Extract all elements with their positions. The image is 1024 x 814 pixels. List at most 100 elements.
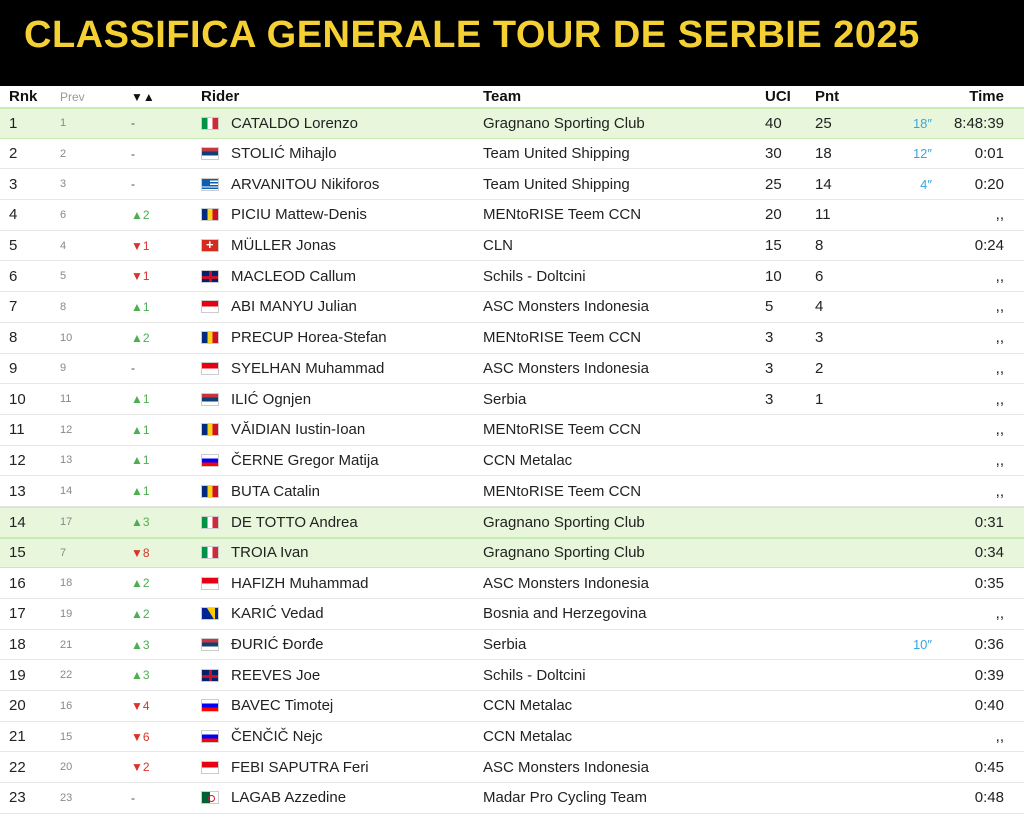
team-cell[interactable]: MENtoRISE Teem CCN bbox=[483, 329, 642, 347]
team-cell[interactable]: Madar Pro Cycling Team bbox=[483, 789, 647, 807]
rider-cell[interactable]: DE TOTTO Andrea bbox=[201, 508, 358, 537]
column-uci[interactable]: UCI bbox=[765, 88, 791, 105]
table-body: 1 1- CATALDO Lorenzo Gragnano Sporting Club… bbox=[0, 108, 1024, 814]
rider-cell[interactable]: ĐURIĆ Đorđe bbox=[201, 630, 324, 660]
rider-name[interactable]: CATALDO Lorenzo bbox=[231, 114, 358, 132]
table-row: 6 5 ▼1 MACLEOD Callum Schils - Doltcini 10 6,, bbox=[0, 261, 1024, 293]
team-cell[interactable]: CCN Metalac bbox=[483, 728, 573, 746]
rider-name[interactable]: HAFIZH Muhammad bbox=[231, 574, 369, 592]
rider-name[interactable]: ARVANITOU Nikiforos bbox=[231, 175, 380, 193]
slovenia-flag-icon bbox=[201, 453, 219, 467]
rider-cell[interactable]: HAFIZH Muhammad bbox=[201, 568, 369, 598]
bonus-seconds-cell: 10″ bbox=[912, 637, 932, 653]
team-cell[interactable]: CCN Metalac bbox=[483, 697, 573, 715]
column-rider[interactable]: Rider bbox=[201, 88, 240, 105]
rider-name[interactable]: ĐURIĆ Đorđe bbox=[231, 636, 324, 654]
rider-cell[interactable]: KARIĆ Vedad bbox=[201, 599, 324, 629]
rider-name[interactable]: MÜLLER Jonas bbox=[231, 237, 337, 255]
team-cell[interactable]: MENtoRISE Teem CCN bbox=[483, 482, 642, 500]
prev-rank-cell: 14 bbox=[60, 485, 73, 498]
rank-cell: 1 bbox=[9, 114, 18, 132]
rider-name[interactable]: ILIĆ Ognjen bbox=[231, 390, 312, 408]
team-cell[interactable]: CCN Metalac bbox=[483, 451, 573, 469]
time-cell: 0:31 bbox=[974, 513, 1004, 531]
rider-cell[interactable]: REEVES Joe bbox=[201, 660, 320, 690]
team-cell[interactable]: MENtoRISE Teem CCN bbox=[483, 421, 642, 439]
rider-name[interactable]: FEBI SAPUTRA Feri bbox=[231, 758, 369, 776]
prev-rank-cell: 11 bbox=[60, 393, 72, 406]
table-row: 5 4 ▼1 MÜLLER Jonas CLN 15 8 0:24 bbox=[0, 231, 1024, 262]
rider-cell[interactable]: SYELHAN Muhammad bbox=[201, 354, 384, 384]
team-cell[interactable]: Gragnano Sporting Club bbox=[483, 114, 645, 132]
uci-points-cell: 25 bbox=[765, 175, 782, 193]
rider-cell[interactable]: FEBI SAPUTRA Feri bbox=[201, 752, 369, 782]
team-cell[interactable]: Bosnia and Herzegovina bbox=[483, 605, 647, 623]
rider-name[interactable]: PRECUP Horea-Stefan bbox=[231, 329, 387, 347]
rider-name[interactable]: PICIU Mattew-Denis bbox=[231, 206, 367, 224]
rank-cell: 23 bbox=[9, 789, 26, 807]
points-cell: 25 bbox=[815, 114, 832, 132]
rider-cell[interactable]: PICIU Mattew-Denis bbox=[201, 200, 367, 230]
column-pnt[interactable]: Pnt bbox=[815, 88, 840, 105]
rider-name[interactable]: TROIA Ivan bbox=[231, 544, 309, 562]
column-change[interactable]: ▼▲ bbox=[131, 89, 155, 104]
team-cell[interactable]: Serbia bbox=[483, 390, 527, 408]
rider-name[interactable]: STOLIĆ Mihajlo bbox=[231, 145, 337, 163]
rank-change-cell: ▲2 bbox=[131, 330, 150, 345]
team-cell[interactable]: Schils - Doltcini bbox=[483, 267, 586, 285]
rider-name[interactable]: SYELHAN Muhammad bbox=[231, 359, 385, 377]
rider-cell[interactable]: ČENČIČ Nejc bbox=[201, 722, 323, 752]
team-cell[interactable]: Schils - Doltcini bbox=[483, 666, 586, 684]
time-cell: 0:40 bbox=[974, 697, 1004, 715]
rider-cell[interactable]: VĂIDIAN Iustin-Ioan bbox=[201, 415, 365, 445]
rider-name[interactable]: REEVES Joe bbox=[231, 666, 321, 684]
column-prev[interactable]: Prev bbox=[60, 89, 85, 104]
rider-cell[interactable]: CATALDO Lorenzo bbox=[201, 109, 358, 138]
rider-cell[interactable]: PRECUP Horea-Stefan bbox=[201, 323, 387, 353]
team-cell[interactable]: ASC Monsters Indonesia bbox=[483, 758, 649, 776]
rider-cell[interactable]: MÜLLER Jonas bbox=[201, 231, 336, 261]
team-cell[interactable]: ASC Monsters Indonesia bbox=[483, 298, 649, 316]
rider-name[interactable]: MACLEOD Callum bbox=[231, 267, 357, 285]
rank-cell: 13 bbox=[9, 482, 26, 500]
rider-name[interactable]: KARIĆ Vedad bbox=[231, 605, 324, 623]
team-cell[interactable]: Gragnano Sporting Club bbox=[483, 544, 645, 562]
rank-cell: 21 bbox=[9, 728, 26, 746]
rider-name[interactable]: ČENČIČ Nejc bbox=[231, 728, 323, 746]
team-cell[interactable]: MENtoRISE Teem CCN bbox=[483, 206, 642, 224]
column-time[interactable]: Time bbox=[969, 88, 1004, 105]
rider-name[interactable]: BUTA Catalin bbox=[231, 482, 320, 500]
rider-name[interactable]: VĂIDIAN Iustin-Ioan bbox=[231, 421, 366, 439]
rider-cell[interactable]: ARVANITOU Nikiforos bbox=[201, 169, 379, 199]
rank-cell: 17 bbox=[9, 605, 26, 623]
rider-cell[interactable]: BAVEC Timotej bbox=[201, 691, 333, 721]
rank-cell: 8 bbox=[9, 329, 18, 347]
rider-cell[interactable]: STOLIĆ Mihajlo bbox=[201, 139, 337, 169]
points-cell: 14 bbox=[815, 175, 832, 193]
rider-cell[interactable]: MACLEOD Callum bbox=[201, 261, 356, 291]
column-rnk[interactable]: Rnk bbox=[9, 88, 38, 105]
rider-cell[interactable]: ILIĆ Ognjen bbox=[201, 384, 311, 414]
team-cell[interactable]: Gragnano Sporting Club bbox=[483, 513, 645, 531]
team-cell[interactable]: ASC Monsters Indonesia bbox=[483, 574, 649, 592]
team-cell[interactable]: Team United Shipping bbox=[483, 175, 630, 193]
rider-cell[interactable]: TROIA Ivan bbox=[201, 539, 309, 568]
rider-cell[interactable]: ČERNE Gregor Matija bbox=[201, 446, 379, 476]
rider-name[interactable]: BAVEC Timotej bbox=[231, 697, 334, 715]
rider-cell[interactable]: BUTA Catalin bbox=[201, 476, 320, 506]
rider-name[interactable]: LAGAB Azzedine bbox=[231, 789, 347, 807]
rider-name[interactable]: ABI MANYU Julian bbox=[231, 298, 357, 316]
team-cell[interactable]: ASC Monsters Indonesia bbox=[483, 359, 649, 377]
team-cell[interactable]: Serbia bbox=[483, 636, 527, 654]
column-team[interactable]: Team bbox=[483, 88, 522, 105]
team-cell[interactable]: CLN bbox=[483, 237, 514, 255]
table-row: 22 20 ▼2 FEBI SAPUTRA Feri ASC Monsters Indo… bbox=[0, 752, 1024, 784]
rider-name[interactable]: ČERNE Gregor Matija bbox=[231, 451, 379, 469]
time-cell: ,, bbox=[995, 298, 1004, 316]
romania-flag-icon bbox=[201, 331, 219, 345]
prev-rank-cell: 17 bbox=[60, 516, 73, 529]
rider-cell[interactable]: LAGAB Azzedine bbox=[201, 783, 346, 813]
rider-name[interactable]: DE TOTTO Andrea bbox=[231, 513, 358, 531]
rider-cell[interactable]: ABI MANYU Julian bbox=[201, 292, 357, 322]
team-cell[interactable]: Team United Shipping bbox=[483, 145, 630, 163]
